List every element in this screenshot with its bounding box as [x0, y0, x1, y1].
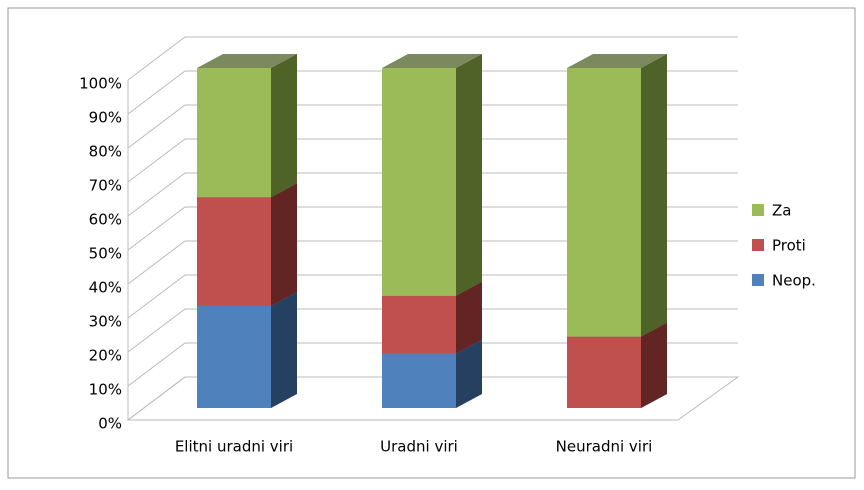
bar: [382, 295, 456, 354]
bar: [197, 68, 271, 198]
grid-line: [127, 308, 738, 353]
legend-label: Proti: [772, 237, 806, 255]
x-tick-label: Neuradni viri: [556, 438, 653, 456]
y-tick-label: 10%: [89, 381, 122, 399]
y-tick-label: 50%: [89, 245, 122, 263]
legend-label: Neop.: [772, 272, 816, 290]
legend-label: Za: [772, 202, 791, 220]
bar-top: [382, 54, 482, 68]
bar: [197, 197, 271, 306]
grid-line: [127, 172, 738, 217]
bar: [382, 353, 456, 408]
bar-side: [641, 322, 667, 408]
bar-side: [641, 54, 667, 337]
bar: [567, 336, 641, 408]
grid-line: [127, 36, 738, 81]
grid-line: [127, 376, 738, 421]
grid-line: [127, 70, 738, 115]
y-tick-label: 40%: [89, 279, 122, 297]
legend-swatch: [752, 239, 764, 251]
y-tick-label: 30%: [89, 313, 122, 331]
bar-top: [197, 54, 297, 68]
grid-line: [127, 342, 738, 387]
y-tick-label: 20%: [89, 347, 122, 365]
bar: [382, 68, 456, 296]
legend-swatch: [752, 274, 764, 286]
grid-line: [127, 104, 738, 149]
bar-side: [456, 339, 482, 408]
y-tick-label: 100%: [79, 75, 122, 93]
bar-side: [271, 292, 297, 408]
grid-line: [127, 138, 738, 183]
bar: [567, 68, 641, 337]
y-tick-label: 80%: [89, 143, 122, 161]
bar-side: [271, 54, 297, 198]
y-tick-label: 0%: [98, 415, 122, 433]
x-tick-label: Elitni uradni viri: [175, 438, 293, 456]
y-tick-label: 60%: [89, 211, 122, 229]
bar-side: [456, 281, 482, 354]
y-tick-label: 90%: [89, 109, 122, 127]
grid-line: [127, 240, 738, 285]
bar: [197, 306, 271, 408]
bar-side: [456, 54, 482, 296]
grid-line: [127, 274, 738, 319]
legend-swatch: [752, 204, 764, 216]
bar-top: [567, 54, 667, 68]
grid-line: [127, 206, 738, 251]
y-tick-label: 70%: [89, 177, 122, 195]
x-tick-label: Uradni viri: [380, 438, 458, 456]
bar-side: [271, 183, 297, 306]
